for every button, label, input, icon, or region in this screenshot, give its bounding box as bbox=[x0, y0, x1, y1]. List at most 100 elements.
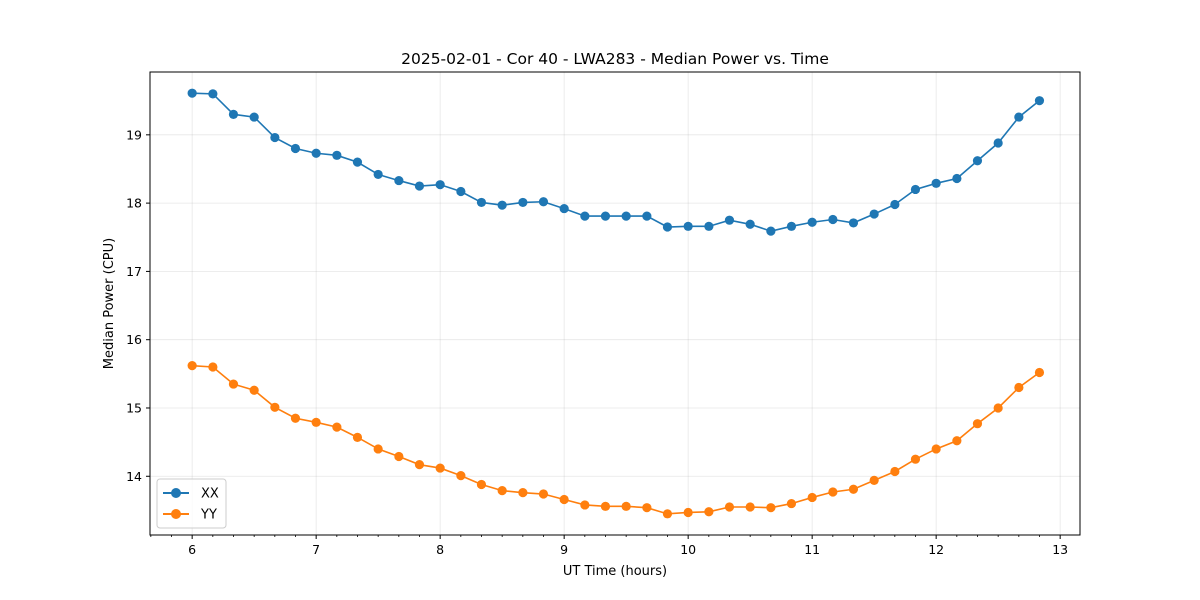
data-point-xx bbox=[745, 219, 755, 229]
data-point-xx bbox=[662, 222, 673, 232]
data-point-xx bbox=[1014, 112, 1024, 122]
data-point-xx bbox=[476, 197, 487, 208]
data-point-yy bbox=[559, 494, 569, 505]
series-line-yy bbox=[192, 364, 1040, 515]
data-point-yy bbox=[848, 484, 859, 494]
data-point-xx bbox=[993, 138, 1003, 148]
data-point-xx bbox=[724, 215, 735, 225]
data-point-yy bbox=[766, 503, 776, 513]
data-point-xx bbox=[642, 211, 652, 221]
data-point-xx bbox=[518, 197, 528, 208]
data-point-xx bbox=[311, 148, 321, 158]
data-point-yy bbox=[993, 403, 1003, 413]
data-point-xx bbox=[910, 184, 921, 195]
data-point-yy bbox=[187, 361, 197, 371]
data-point-yy bbox=[952, 436, 962, 446]
data-point-yy bbox=[538, 489, 549, 499]
data-point-yy bbox=[1014, 382, 1024, 393]
y-axis-ticks: 14 15 16 17 18 19 bbox=[126, 127, 150, 484]
y-tick-label: 14 bbox=[126, 469, 142, 484]
data-point-yy bbox=[290, 413, 301, 423]
data-point-yy bbox=[745, 502, 755, 512]
data-point-xx bbox=[414, 181, 425, 191]
data-point-xx bbox=[890, 199, 900, 210]
data-point-xx bbox=[683, 221, 693, 231]
data-point-xx bbox=[828, 214, 838, 225]
x-tick-label: 8 bbox=[436, 542, 444, 557]
chart-title: 2025-02-01 - Cor 40 - LWA283 - Median Po… bbox=[401, 50, 829, 68]
data-point-xx bbox=[497, 200, 507, 210]
x-tick-label: 7 bbox=[312, 542, 320, 557]
data-point-yy bbox=[683, 507, 693, 518]
y-tick-label: 19 bbox=[126, 127, 142, 142]
data-point-yy bbox=[518, 488, 528, 498]
data-point-yy bbox=[435, 463, 445, 473]
x-tick-label: 10 bbox=[680, 542, 696, 557]
data-point-xx bbox=[435, 180, 445, 190]
data-point-xx bbox=[600, 211, 611, 221]
data-point-yy bbox=[332, 422, 342, 432]
data-point-yy bbox=[497, 486, 507, 496]
data-point-yy bbox=[786, 498, 797, 509]
y-tick-label: 16 bbox=[126, 332, 142, 347]
data-point-yy bbox=[311, 417, 321, 427]
data-point-yy bbox=[1034, 367, 1045, 378]
data-point-xx bbox=[228, 109, 239, 119]
data-point-yy bbox=[724, 502, 735, 512]
data-point-xx bbox=[807, 217, 817, 227]
data-point-yy bbox=[931, 444, 941, 454]
data-point-xx bbox=[559, 203, 569, 214]
x-tick-label: 9 bbox=[560, 542, 568, 557]
data-point-xx bbox=[249, 112, 259, 122]
data-point-xx bbox=[580, 211, 590, 221]
data-point-xx bbox=[332, 150, 342, 160]
data-point-yy bbox=[972, 419, 983, 429]
data-point-xx bbox=[208, 89, 218, 99]
data-point-xx bbox=[373, 169, 383, 180]
data-point-yy bbox=[208, 362, 218, 372]
data-point-yy bbox=[910, 454, 921, 464]
data-point-yy bbox=[580, 500, 590, 510]
data-point-xx bbox=[1034, 96, 1045, 106]
series-line-xx bbox=[192, 92, 1040, 232]
data-point-xx bbox=[187, 88, 197, 98]
data-point-xx bbox=[786, 221, 797, 231]
data-point-xx bbox=[766, 226, 776, 236]
data-point-yy bbox=[228, 379, 239, 389]
data-point-yy bbox=[890, 466, 900, 477]
data-point-yy bbox=[394, 451, 404, 462]
legend-label-xx: XX bbox=[201, 487, 219, 502]
data-point-xx bbox=[704, 221, 714, 231]
y-axis-label: Median Power (CPU) bbox=[102, 238, 117, 369]
data-point-xx bbox=[621, 211, 631, 221]
data-point-xx bbox=[394, 175, 404, 186]
data-point-yy bbox=[352, 432, 363, 442]
data-point-xx bbox=[290, 143, 301, 154]
grid bbox=[150, 72, 1080, 535]
data-point-xx bbox=[456, 186, 466, 197]
legend: XX YY bbox=[156, 478, 227, 529]
data-point-yy bbox=[642, 503, 652, 513]
data-point-xx bbox=[352, 157, 363, 167]
data-point-yy bbox=[807, 492, 817, 503]
data-point-xx bbox=[538, 197, 549, 207]
data-point-yy bbox=[476, 479, 487, 490]
data-point-xx bbox=[972, 156, 983, 166]
data-point-yy bbox=[704, 507, 714, 517]
data-point-yy bbox=[869, 475, 879, 485]
x-tick-label: 11 bbox=[804, 542, 820, 557]
data-point-yy bbox=[828, 487, 838, 497]
y-tick-label: 15 bbox=[126, 400, 142, 415]
data-point-yy bbox=[621, 501, 631, 511]
y-tick-label: 17 bbox=[126, 264, 142, 279]
x-tick-label: 6 bbox=[188, 542, 196, 557]
data-point-yy bbox=[249, 385, 259, 395]
x-tick-label: 12 bbox=[928, 542, 944, 557]
legend-marker-yy bbox=[171, 509, 181, 519]
data-point-xx bbox=[270, 132, 280, 143]
y-tick-label: 18 bbox=[126, 196, 142, 211]
data-point-xx bbox=[952, 173, 962, 184]
x-axis-label: UT Time (hours) bbox=[563, 564, 667, 579]
x-tick-label: 13 bbox=[1052, 542, 1068, 557]
